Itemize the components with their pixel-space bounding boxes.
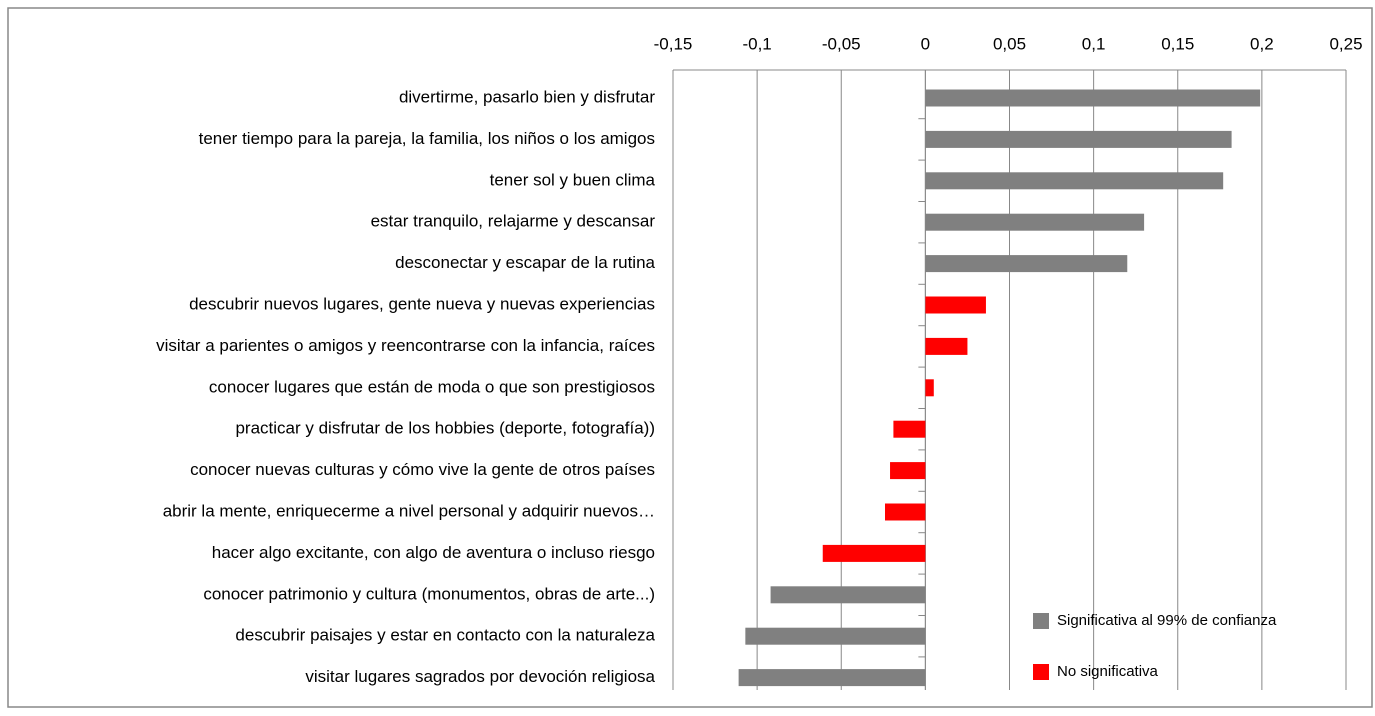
bar (925, 130, 1232, 148)
y-tick-label: conocer patrimonio y cultura (monumentos… (203, 584, 655, 603)
y-tick-label: visitar a parientes o amigos y reencontr… (156, 336, 655, 355)
y-tick-label: descubrir nuevos lugares, gente nueva y … (189, 294, 655, 313)
legend-label: No significativa (1057, 663, 1159, 680)
legend-swatch (1033, 664, 1049, 680)
y-tick-label: conocer nuevas culturas y cómo vive la g… (190, 460, 655, 479)
bar (925, 337, 968, 355)
bar (738, 669, 926, 687)
x-tick-label: 0 (921, 34, 930, 53)
x-tick-label: 0,1 (1082, 34, 1106, 53)
x-tick-label: -0,15 (654, 34, 693, 53)
bar (925, 89, 1261, 107)
y-tick-label: estar tranquilo, relajarme y descansar (371, 212, 656, 231)
legend-swatch (1033, 613, 1049, 629)
x-tick-label: 0,05 (993, 34, 1026, 53)
x-tick-label: 0,15 (1161, 34, 1194, 53)
x-tick-label: 0,2 (1250, 34, 1274, 53)
bar (925, 172, 1224, 190)
y-tick-label: descubrir paisajes y estar en contacto c… (235, 626, 655, 645)
bar (890, 462, 926, 480)
chart-border (7, 7, 1373, 708)
bar (925, 379, 934, 397)
bar (822, 544, 926, 562)
bar (925, 213, 1145, 231)
y-tick-label: tener sol y buen clima (490, 170, 656, 189)
legend-label: Significativa al 99% de confianza (1057, 612, 1277, 629)
x-tick-label: -0,1 (742, 34, 771, 53)
x-tick-label: 0,25 (1329, 34, 1362, 53)
x-tick-label: -0,05 (822, 34, 861, 53)
bar (893, 420, 926, 438)
bar (925, 255, 1128, 273)
y-tick-label: conocer lugares que están de moda o que … (209, 377, 655, 396)
y-tick-label: desconectar y escapar de la rutina (395, 253, 655, 272)
y-tick-label: hacer algo excitante, con algo de aventu… (212, 543, 655, 562)
y-tick-label: practicar y disfrutar de los hobbies (de… (235, 419, 655, 438)
y-tick-label: visitar lugares sagrados por devoción re… (305, 667, 655, 686)
bar (770, 586, 926, 604)
y-tick-label: tener tiempo para la pareja, la familia,… (199, 129, 655, 148)
bar (745, 627, 926, 645)
bar (884, 503, 926, 521)
bar (925, 296, 986, 314)
y-tick-label: divertirme, pasarlo bien y disfrutar (399, 87, 655, 106)
y-tick-label: abrir la mente, enriquecerme a nivel per… (163, 501, 655, 520)
